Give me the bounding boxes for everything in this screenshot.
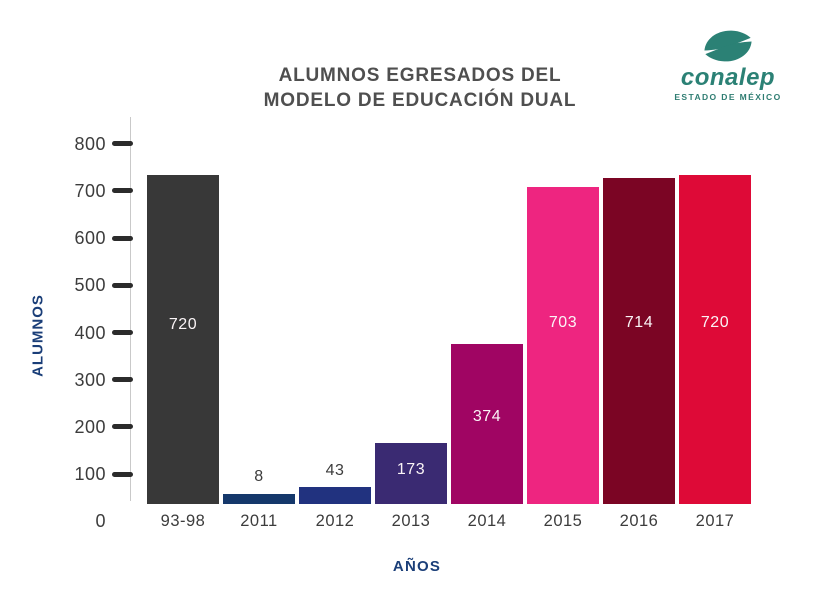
y-tick-label-600: 600 [74,228,106,249]
y-tick-300 [112,377,133,383]
bar-2011 [223,494,295,504]
bar-2016 [603,178,675,504]
bar-2015 [527,187,599,504]
y-axis-line [130,117,131,501]
x-category-label-2011: 2011 [240,512,278,530]
y-tick-700 [112,188,133,194]
y-tick-label-300: 300 [74,369,106,390]
y-tick-label-100: 100 [74,464,106,485]
y-tick-label-200: 200 [74,416,106,437]
y-tick-800 [112,141,133,147]
chart-title-line1: ALUMNOS EGRESADOS DEL [278,65,562,86]
y-tick-600 [112,235,133,241]
bar-value-2014: 374 [472,408,502,425]
logo-brand-text: conalep [680,64,776,91]
bar-value-2011: 8 [254,468,264,485]
x-category-label-93-98: 93-98 [160,512,206,530]
y-tick-label-0: 0 [95,511,106,532]
logo-subtitle-text: ESTADO DE MÉXICO [674,92,782,102]
y-tick-label-500: 500 [74,275,106,296]
x-category-label-2015: 2015 [543,512,583,530]
y-tick-label-800: 800 [74,133,106,154]
y-tick-200 [112,424,133,430]
x-category-label-2013: 2013 [391,512,431,530]
bar-2014 [451,344,523,504]
y-tick-label-700: 700 [74,180,106,201]
bar-value-2012: 43 [325,462,345,479]
bar-value-93-98: 720 [168,316,198,333]
x-category-label-2012: 2012 [315,512,355,530]
conalep-swoosh-icon [704,30,752,62]
y-tick-400 [112,330,133,336]
conalep-logo: conalep ESTADO DE MÉXICO [664,26,792,102]
bar-value-2015: 703 [548,314,578,331]
bar-2013 [375,443,447,504]
y-tick-500 [112,282,133,288]
bar-2012 [299,487,371,504]
chart-title-line2: MODELO DE EDUCACIÓN DUAL [263,90,577,111]
bar-value-2016: 714 [624,314,654,331]
x-category-label-2017: 2017 [695,512,735,530]
bar-value-2017: 720 [700,314,730,331]
bar-value-2013: 173 [396,461,426,478]
bar-93-98 [147,175,219,504]
bar-2017 [679,175,751,504]
y-tick-label-400: 400 [74,322,106,343]
x-category-label-2014: 2014 [467,512,507,530]
x-category-label-2016: 2016 [619,512,659,530]
chart-title: ALUMNOS EGRESADOS DEL MODELO DE EDUCACIÓ… [170,63,670,113]
x-axis-title: AÑOS [392,558,442,575]
y-tick-100 [112,471,133,477]
